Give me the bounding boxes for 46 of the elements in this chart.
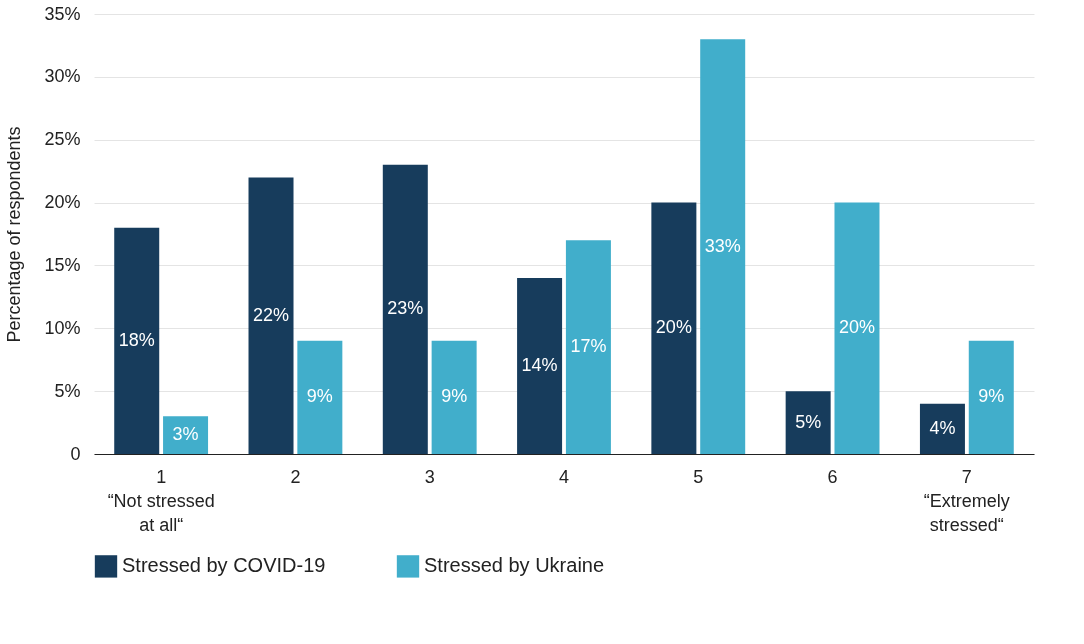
x-tick-label: 7 “Extremely stressed“ [923, 466, 1010, 535]
y-tick-label: 0 [70, 443, 81, 464]
bar [297, 340, 343, 454]
data-label: 3% [172, 424, 199, 445]
data-label: 17% [570, 336, 607, 357]
bar [700, 39, 746, 454]
bar [651, 202, 697, 454]
data-label: 20% [838, 317, 875, 338]
y-tick-label: 25% [44, 129, 81, 150]
y-tick-label: 5% [54, 380, 81, 401]
bar [114, 227, 160, 454]
x-tick-label: 5 [693, 466, 704, 487]
bar [431, 340, 477, 454]
legend-label: Stressed by COVID-19 [122, 554, 326, 577]
x-tick-label: 4 [558, 466, 570, 487]
y-axis-title: Percentage of respondents [4, 126, 25, 343]
x-tick-label: 6 [827, 466, 838, 487]
y-tick-label: 20% [44, 192, 81, 213]
bar [248, 177, 294, 454]
bar [968, 340, 1014, 454]
data-label: 9% [306, 386, 333, 407]
bar [785, 391, 831, 454]
y-tick-label: 15% [44, 254, 81, 275]
x-tick-label: 3 [424, 466, 435, 487]
data-label: 5% [795, 411, 822, 432]
bar [919, 403, 965, 454]
data-label: 33% [704, 235, 741, 256]
data-label: 18% [118, 329, 155, 350]
y-tick-label: 35% [44, 3, 81, 24]
x-tick-label: 2 [290, 466, 301, 487]
legend-label: Stressed by Ukraine [424, 554, 605, 577]
data-label: 22% [253, 304, 290, 325]
data-label: 4% [929, 417, 956, 438]
data-label: 23% [387, 298, 424, 319]
data-label: 20% [655, 317, 692, 338]
y-tick-label: 30% [44, 66, 81, 87]
bar [834, 202, 880, 454]
bar [163, 416, 209, 454]
data-label: 9% [441, 386, 468, 407]
data-label: 9% [978, 386, 1005, 407]
y-tick-label: 10% [44, 317, 81, 338]
x-tick-label: 1 “Not stressed at all“ [107, 466, 215, 535]
data-label: 14% [521, 355, 558, 375]
bar [517, 278, 563, 454]
bar [382, 164, 428, 454]
bar [565, 240, 611, 454]
